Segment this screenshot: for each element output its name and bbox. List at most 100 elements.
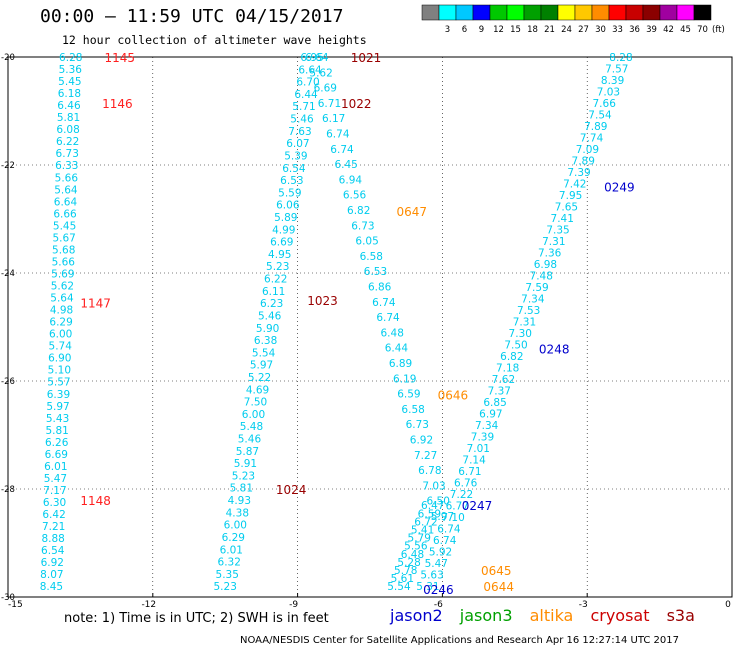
swh-value: 6.89 (389, 358, 412, 370)
swh-value: 7.74 (580, 133, 604, 145)
swh-value: 6.86 (368, 282, 392, 294)
pass-time-label: 0644 (483, 580, 514, 594)
swh-value: 6.39 (47, 389, 70, 401)
swh-value: 6.73 (351, 220, 374, 232)
swh-value: 5.57 (47, 377, 70, 389)
swh-value: 6.82 (500, 351, 523, 363)
swh-value: 4.69 (246, 384, 269, 396)
legend-jason2: jason2 (390, 606, 443, 625)
swh-value: 7.14 (462, 455, 486, 467)
footer-credit: NOAA/NESDIS Center for Satellite Applica… (240, 635, 679, 646)
swh-value: 5.81 (230, 483, 253, 495)
swh-value: 5.48 (240, 421, 263, 433)
swh-value: 7.10 (441, 512, 464, 524)
swh-value: 7.18 (496, 363, 519, 375)
colorbar-tick: 27 (578, 25, 589, 35)
chart-subtitle: 12 hour collection of altimeter wave hei… (62, 33, 367, 47)
swh-value: 6.90 (48, 353, 71, 365)
swh-value: 7.21 (42, 521, 65, 533)
swh-value: 6.94 (339, 174, 363, 186)
swh-value: 7.27 (414, 450, 437, 462)
colorbar-tick: 42 (663, 25, 674, 35)
swh-value: 6.28 (59, 52, 82, 64)
swh-value: 6.26 (45, 437, 69, 449)
swh-value: 7.42 (563, 179, 586, 191)
swh-value: 4.99 (272, 224, 295, 236)
swh-value: 5.46 (290, 114, 314, 126)
swh-value: 5.23 (232, 470, 255, 482)
colorbar-tick: 36 (629, 25, 640, 35)
swh-value: 5.61 (391, 573, 414, 585)
pass-time-label: 1145 (105, 51, 136, 65)
pass-time-label: 1021 (351, 51, 382, 65)
satellite-legend: jason2 jason3 altika cryosat s3a (390, 606, 707, 625)
swh-value: 7.34 (475, 420, 499, 432)
y-tick-label: -28 (1, 485, 15, 495)
swh-value: 7.50 (244, 397, 267, 409)
swh-value: 5.64 (54, 184, 78, 196)
swh-value: 6.98 (534, 259, 557, 271)
swh-value: 6.53 (364, 266, 387, 278)
swh-value: 6.74 (330, 144, 354, 156)
swh-value: 4.38 (226, 507, 249, 519)
pass-time-label: 1146 (102, 97, 133, 111)
legend-jason3: jason3 (459, 606, 513, 625)
legend-altika: altika (529, 606, 574, 625)
swh-value: 4.98 (50, 305, 73, 317)
x-tick-label: -15 (8, 600, 23, 610)
swh-value: 6.73 (56, 148, 79, 160)
swh-value: 6.42 (42, 509, 65, 521)
colorbar-tick: 30 (595, 25, 606, 35)
swh-value: 5.97 (46, 401, 69, 413)
x-tick-label: 0 (725, 600, 731, 610)
swh-value: 8.07 (40, 569, 63, 581)
swh-value: 6.74 (437, 524, 461, 536)
swh-value: 6.46 (57, 100, 81, 112)
swh-value: 5.46 (238, 434, 262, 446)
swh-value: 7.37 (488, 386, 511, 398)
pass-time-label: 0647 (397, 205, 428, 219)
swh-value: 5.89 (274, 212, 297, 224)
pass-time-label: 1024 (276, 483, 307, 497)
swh-value: 6.97 (479, 409, 502, 421)
swh-value: 7.48 (530, 271, 553, 283)
legend-s3a: s3a (666, 606, 695, 625)
swh-value: 6.59 (418, 508, 441, 520)
pass-time-label: 1148 (80, 494, 111, 508)
swh-value: 6.07 (286, 138, 309, 150)
pass-time-label: 1022 (341, 97, 372, 111)
x-tick-label: -12 (141, 600, 156, 610)
swh-value: 6.56 (343, 190, 367, 202)
swh-value: 6.54 (282, 163, 306, 175)
plot-frame (7, 56, 733, 598)
colorbar-tick: 24 (561, 25, 572, 35)
swh-value: 5.62 (309, 67, 332, 79)
swh-value: 5.47 (44, 473, 67, 485)
swh-value: 7.36 (538, 248, 562, 260)
swh-value: 5.41 (411, 525, 434, 537)
y-tick-label: -26 (1, 377, 15, 387)
swh-value: 4.95 (268, 249, 291, 261)
swh-value: 6.73 (406, 419, 429, 431)
swh-value: 6.48 (401, 549, 424, 561)
swh-value: 7.30 (509, 328, 532, 340)
swh-value: 5.81 (57, 112, 80, 124)
swh-value: 7.89 (572, 156, 595, 168)
colorbar-unit: (ft) (712, 25, 725, 35)
swh-value: 7.66 (593, 98, 617, 110)
swh-value: 7.22 (450, 489, 473, 501)
colorbar-tick: 21 (544, 25, 555, 35)
swh-value: 5.23 (266, 261, 289, 273)
swh-value: 7.57 (605, 64, 628, 76)
swh-value: 6.69 (314, 83, 337, 95)
swh-value: 5.62 (51, 281, 74, 293)
pass-time-label: 1147 (80, 297, 111, 311)
swh-value: 6.74 (376, 312, 400, 324)
swh-value: 7.34 (521, 294, 545, 306)
swh-value: 6.53 (280, 175, 303, 187)
swh-value: 7.09 (576, 144, 599, 156)
swh-value: 7.53 (517, 305, 540, 317)
swh-value: 6.92 (410, 435, 433, 447)
swh-value: 7.31 (513, 317, 536, 329)
swh-value: 6.08 (56, 124, 79, 136)
